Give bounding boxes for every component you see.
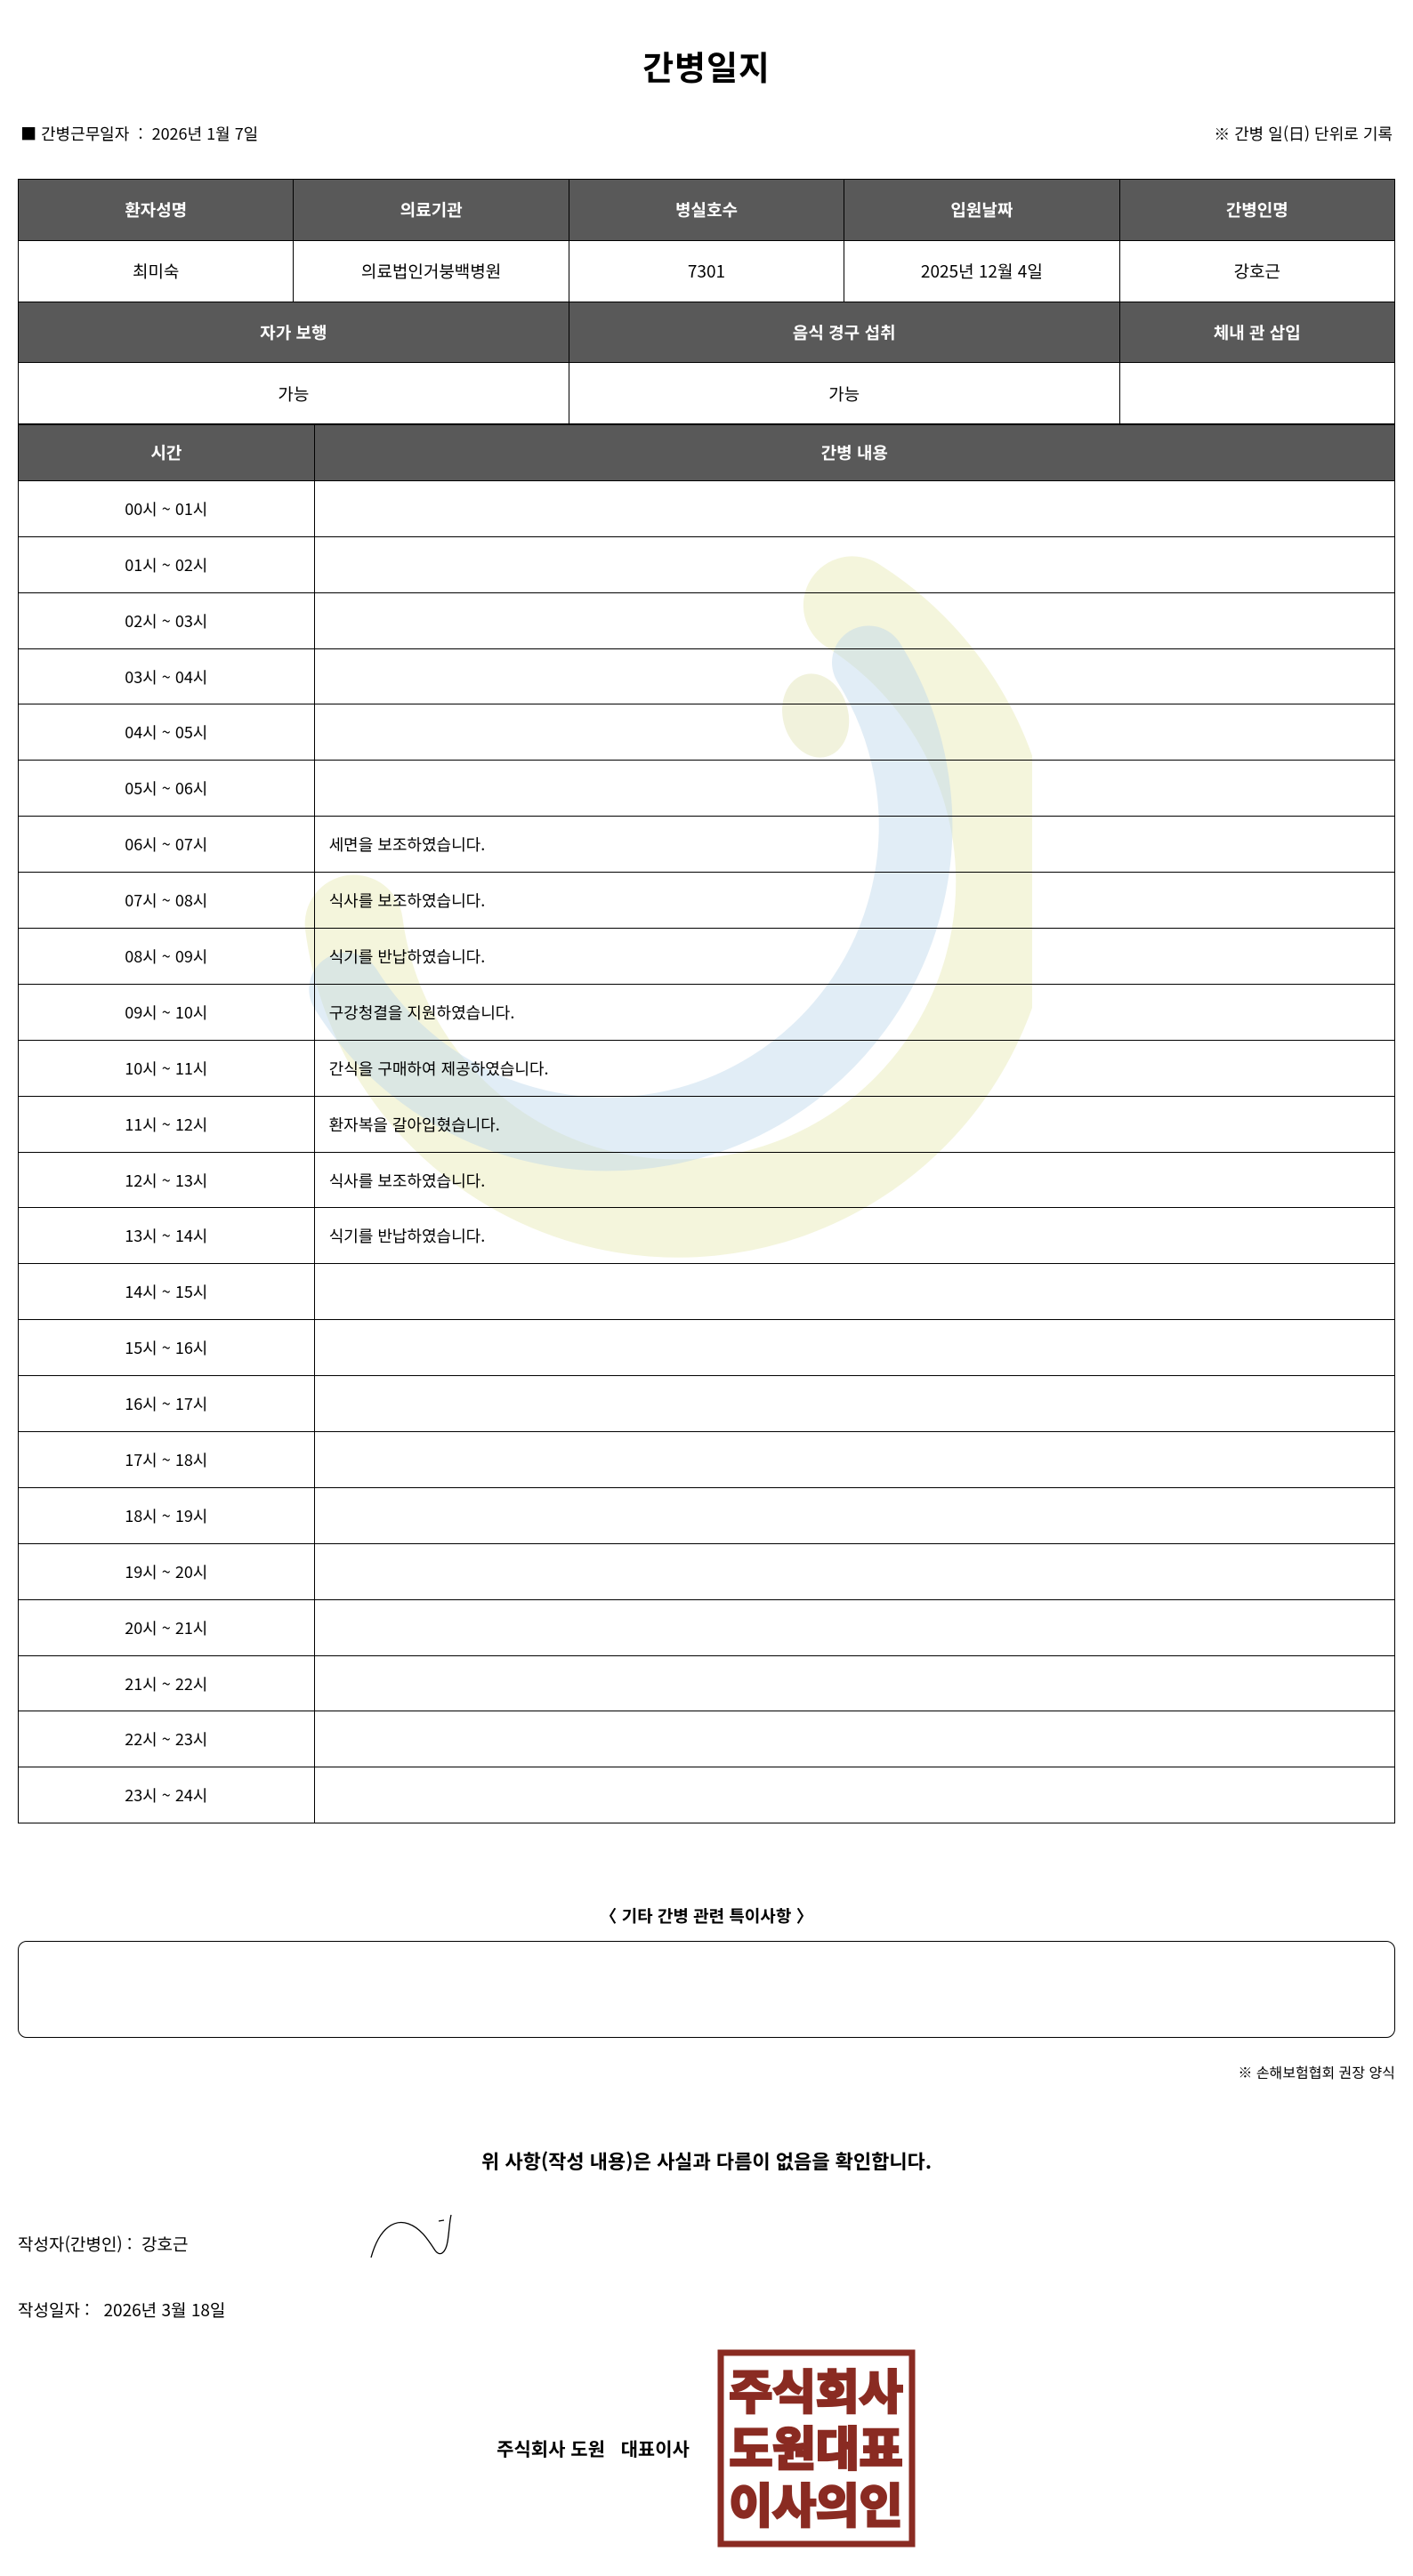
svg-text:이사의인: 이사의인 bbox=[729, 2469, 902, 2537]
